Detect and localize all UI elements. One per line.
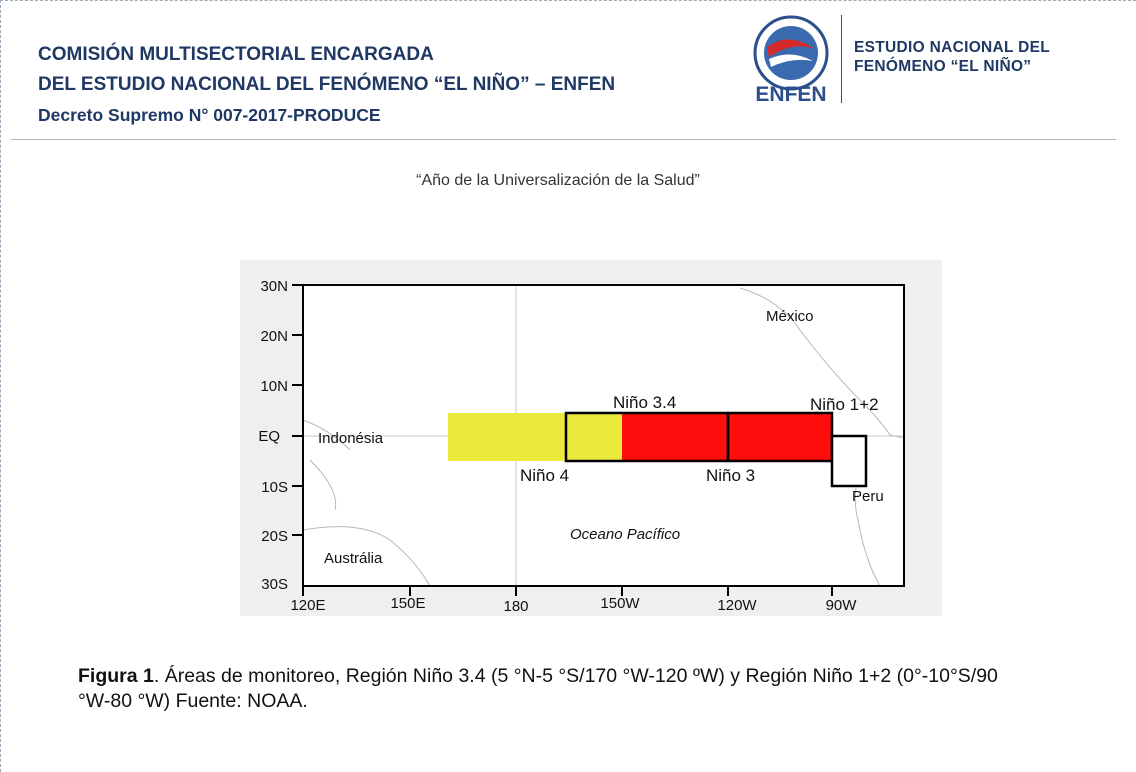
logo-globe: [764, 26, 818, 80]
warm-yellow: [448, 413, 622, 461]
place-label: Peru: [852, 488, 884, 505]
region-label: Niño 3: [706, 466, 755, 485]
map-figure: 30N 20N 10N EQ 10S 20S 30S 120E 150E 180…: [240, 260, 942, 616]
lat-label: 30S: [261, 576, 288, 593]
caption-label: Figura 1: [78, 665, 154, 687]
lon-label: 150E: [390, 595, 425, 612]
header-title: DEL ESTUDIO NACIONAL DEL FENÓMENO “EL NI…: [38, 74, 616, 95]
lon-label: 90W: [826, 597, 858, 614]
logo: ENFEN: [753, 15, 829, 105]
logo-wave: [767, 39, 815, 57]
header-decree: Decreto Supremo N° 007-2017-PRODUCE: [38, 105, 381, 125]
region-label: Niño 1+2: [810, 395, 879, 414]
lat-label: 20N: [260, 328, 288, 345]
lon-label: 120W: [717, 597, 757, 614]
lon-label: 180: [503, 598, 528, 615]
place-label: México: [766, 308, 814, 325]
region-label: Niño 4: [520, 466, 569, 485]
logo-wave: [769, 54, 813, 67]
lat-label: 10S: [261, 479, 288, 496]
coast: [739, 287, 905, 439]
region-label: Niño 3.4: [613, 393, 676, 412]
header-rule: [11, 139, 1116, 140]
org-name: ESTUDIO NACIONAL DEL: [854, 39, 1051, 56]
place-label: Austrália: [324, 550, 383, 567]
subtitle: “Año de la Universalización de la Salud”: [416, 172, 700, 189]
nino12-box: [830, 434, 868, 488]
lat-label: 10N: [260, 378, 288, 395]
lat-label: 20S: [261, 528, 288, 545]
lat-label: 30N: [260, 278, 288, 295]
lon-label: 150W: [600, 595, 640, 612]
lat-label: EQ: [258, 428, 280, 445]
coast: [302, 419, 431, 587]
caption: Figura 1. Áreas de monitoreo, Región Niñ…: [78, 664, 1008, 714]
lon-label: 120E: [290, 597, 325, 614]
place-label: Oceano Pacífico: [570, 526, 680, 543]
logo-divider: [841, 15, 842, 103]
logo-acronym: ENFEN: [755, 83, 826, 105]
axis-ticks: [292, 284, 833, 596]
place-label: Indonésia: [318, 430, 384, 447]
org-name: FENÓMENO “EL NIÑO”: [854, 58, 1032, 75]
caption-text: . Áreas de monitoreo, Región Niño 3.4 (5…: [78, 665, 998, 712]
header-title: COMISIÓN MULTISECTORIAL ENCARGADA: [38, 44, 434, 65]
